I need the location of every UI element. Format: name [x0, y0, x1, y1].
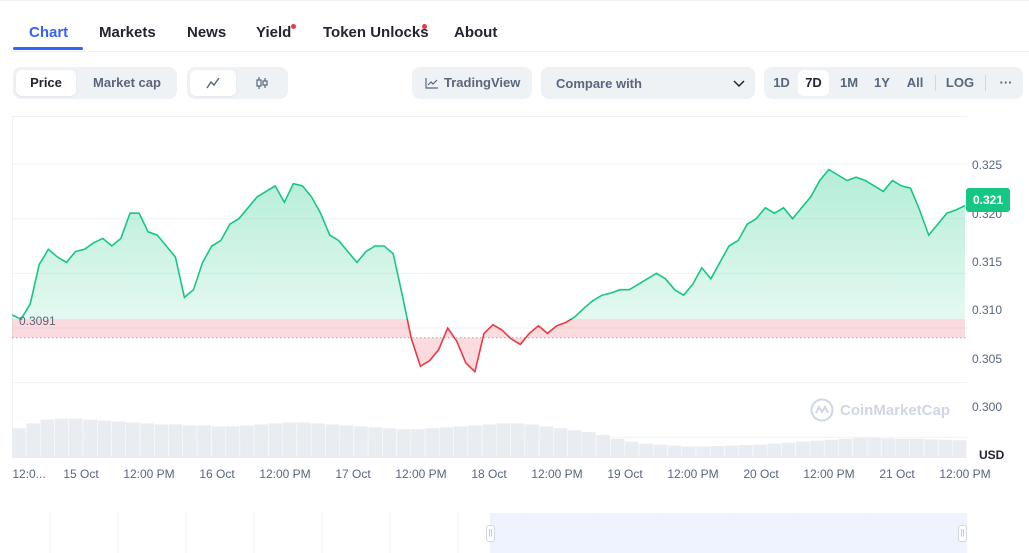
token-unlocks-notification-dot: [422, 24, 427, 29]
active-tab-indicator: [13, 47, 83, 50]
metric-toggle: Price Market cap: [13, 67, 177, 99]
range-navigator[interactable]: [12, 513, 967, 553]
navigator-selection: [490, 513, 967, 553]
candlestick-button[interactable]: [239, 70, 285, 96]
chart-style-toggle: [187, 67, 288, 99]
x-tick-label: 12:00 PM: [939, 467, 991, 481]
navigator-left-handle[interactable]: ||: [486, 525, 495, 542]
coinmarketcap-logo-icon: [810, 398, 834, 422]
tab-chart[interactable]: Chart: [29, 24, 69, 41]
compare-with-dropdown[interactable]: Compare with: [541, 67, 755, 99]
line-chart-icon: [206, 77, 220, 89]
trend-chart-icon: [425, 78, 438, 89]
tradingview-button[interactable]: TradingView: [412, 67, 532, 99]
more-options-button[interactable]: ···: [999, 75, 1013, 90]
y-tick-label: 0.315: [972, 255, 1003, 269]
x-tick-label: 15 Oct: [63, 467, 99, 481]
range-selector: 1D 7D 1M 1Y All LOG ···: [764, 67, 1023, 99]
compare-with-placeholder: Compare with: [556, 76, 642, 91]
tradingview-label: TradingView: [444, 75, 521, 90]
y-tick-label: 0.325: [972, 158, 1003, 172]
x-tick-label: 12:0...: [12, 467, 46, 481]
x-tick-label: 20 Oct: [743, 467, 779, 481]
current-price-badge: 0.321: [966, 188, 1010, 212]
x-tick-label: 12:00 PM: [259, 467, 311, 481]
coinmarketcap-watermark: CoinMarketCap: [810, 398, 950, 422]
x-tick-label: 12:00 PM: [803, 467, 855, 481]
candlestick-icon: [256, 77, 268, 89]
watermark-text: CoinMarketCap: [840, 401, 951, 419]
range-1y[interactable]: 1Y: [874, 75, 890, 90]
x-tick-label: 21 Oct: [879, 467, 915, 481]
tab-news[interactable]: News: [187, 24, 227, 41]
y-tick-label: 0.305: [972, 352, 1003, 366]
price-option[interactable]: Price: [16, 70, 76, 96]
tab-markets[interactable]: Markets: [99, 24, 156, 41]
currency-label: USD: [979, 448, 1005, 462]
y-tick-label: 0.300: [972, 400, 1003, 414]
x-tick-label: 12:00 PM: [667, 467, 719, 481]
x-tick-label: 19 Oct: [607, 467, 643, 481]
x-tick-label: 16 Oct: [199, 467, 235, 481]
navigator-right-handle[interactable]: ||: [958, 525, 967, 542]
divider: [985, 75, 986, 91]
x-tick-label: 12:00 PM: [531, 467, 583, 481]
x-tick-label: 17 Oct: [335, 467, 371, 481]
x-tick-label: 12:00 PM: [123, 467, 175, 481]
range-1d[interactable]: 1D: [773, 75, 790, 90]
range-all[interactable]: All: [906, 75, 924, 90]
log-scale-toggle[interactable]: LOG: [945, 75, 975, 90]
chevron-down-icon: [733, 80, 745, 88]
tab-about[interactable]: About: [454, 24, 498, 41]
market-cap-option[interactable]: Market cap: [93, 75, 161, 90]
reference-price-label: 0.3091: [19, 314, 56, 328]
top-border: [0, 0, 1029, 1]
x-tick-label: 12:00 PM: [395, 467, 447, 481]
divider: [935, 75, 936, 91]
tab-yield[interactable]: Yield: [256, 24, 292, 41]
x-tick-label: 18 Oct: [471, 467, 507, 481]
line-chart-button[interactable]: [190, 70, 236, 96]
range-1m[interactable]: 1M: [839, 75, 859, 90]
tab-bar: Chart Markets News Yield Token Unlocks A…: [13, 14, 1029, 52]
yield-notification-dot: [291, 24, 296, 29]
tab-token-unlocks[interactable]: Token Unlocks: [323, 24, 429, 41]
range-7d[interactable]: 7D: [798, 70, 829, 96]
y-tick-label: 0.310: [972, 303, 1003, 317]
